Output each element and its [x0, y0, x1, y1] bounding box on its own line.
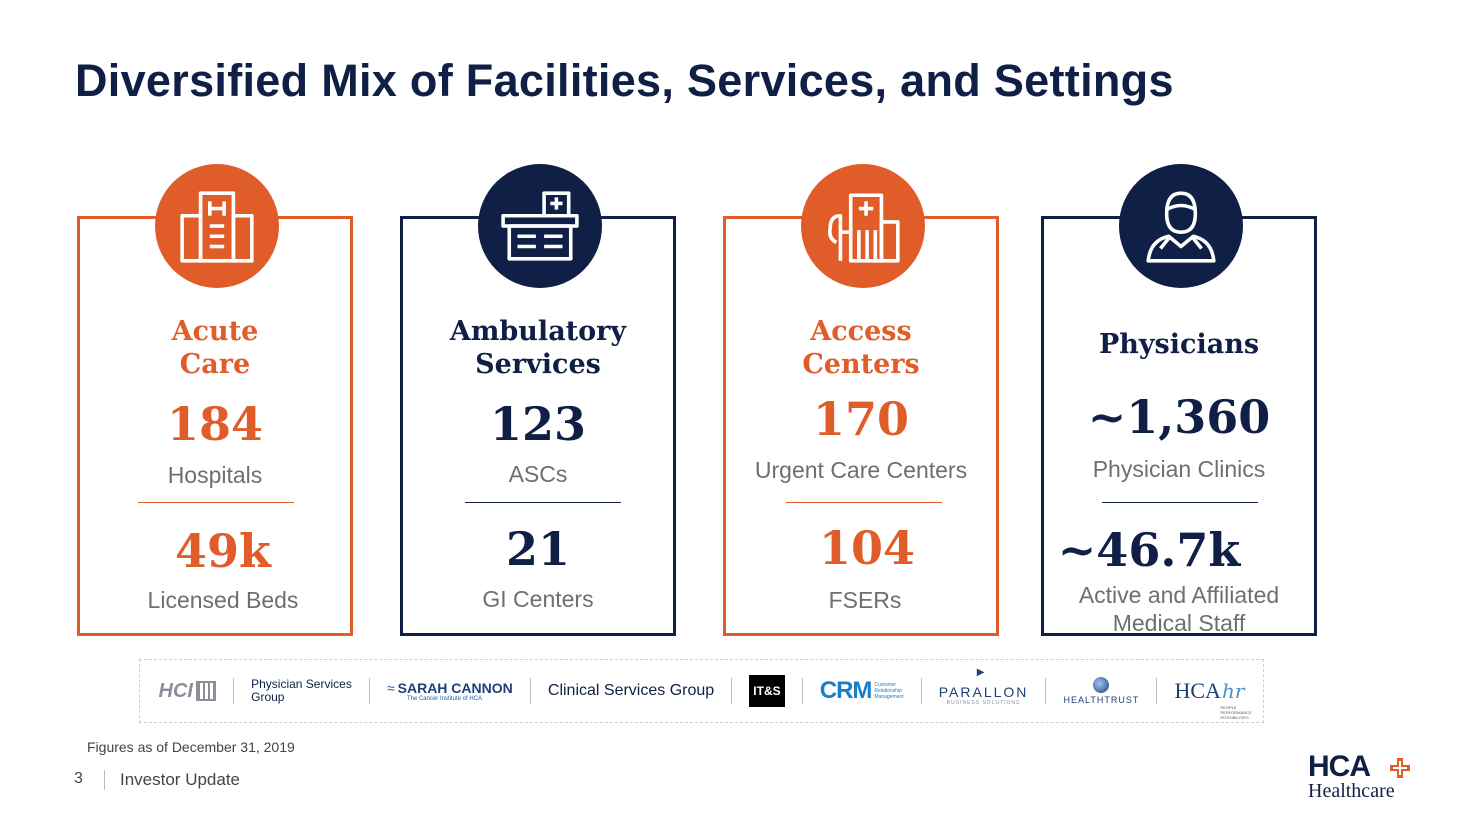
stat-value: 123	[489, 397, 587, 451]
sarah-cannon-logo: ≈ SARAH CANNON The Cancer Institute of H…	[386, 680, 513, 702]
divider	[801, 678, 803, 704]
divider	[138, 502, 294, 503]
page-title: Diversified Mix of Facilities, Services,…	[75, 55, 1174, 106]
sarah-cannon-mark-icon: ≈	[386, 680, 395, 696]
clinical-services-group-logo: Clinical Services Group	[547, 682, 715, 699]
stat-value: ~1,360	[1087, 390, 1271, 444]
access-centers-card: Access Centers 170 Urgent Care Centers 1…	[723, 216, 999, 636]
card-title: Physicians	[1098, 329, 1260, 360]
healthtrust-logo: HEALTHTRUST	[1064, 671, 1140, 711]
crm-logo: CRM Customer Relationship Management	[819, 677, 904, 704]
divider	[233, 678, 235, 704]
stat-value: 21	[505, 522, 570, 576]
divider	[920, 678, 922, 704]
affiliate-logo-strip: HCI Physician Services Group ≈ SARAH CAN…	[139, 659, 1264, 723]
divider	[731, 678, 733, 704]
card-title: Access Centers	[802, 316, 920, 380]
divider	[1045, 678, 1047, 704]
hospital-building-icon	[155, 164, 279, 288]
stat-value: ~46.7k	[1057, 523, 1241, 577]
hca-healthcare-logo: HCA Healthcare	[1308, 752, 1418, 802]
card-title: Ambulatory Services	[449, 316, 627, 380]
stat-label: Active and Affiliated Medical Staff	[1078, 582, 1280, 636]
stat-label: GI Centers	[482, 586, 594, 612]
stat-label: Physician Clinics	[1092, 456, 1266, 482]
divider	[786, 502, 942, 503]
hci-logo: HCI	[159, 671, 216, 711]
parallon-arrow-icon: ▶	[976, 667, 985, 678]
divider	[529, 678, 531, 704]
surgery-center-icon	[478, 164, 602, 288]
footer-label: Investor Update	[120, 770, 241, 789]
its-logo: IT&S	[749, 671, 785, 711]
stat-value: 170	[812, 392, 910, 446]
stat-label: Hospitals	[167, 462, 263, 488]
stat-label: FSERs	[828, 587, 902, 613]
stat-value: 184	[166, 397, 264, 451]
stat-label: ASCs	[508, 461, 568, 487]
divider	[368, 678, 370, 704]
stat-label: Urgent Care Centers	[754, 457, 968, 483]
stat-value: 49k	[175, 524, 271, 578]
hca-hr-logo: HCA hr PEOPLE PERFORMANCE POSSIBILITIES	[1174, 678, 1252, 720]
globe-icon	[1093, 677, 1110, 693]
hca-cross-icon	[1390, 758, 1410, 778]
page-number: 3	[74, 770, 83, 787]
physician-services-group-logo: Physician Services Group	[251, 677, 352, 704]
card-title: Acute Care	[171, 316, 259, 380]
physicians-card: Physicians ~1,360 Physician Clinics ~46.…	[1041, 216, 1317, 636]
footer-divider	[104, 770, 105, 790]
divider	[1102, 502, 1258, 503]
divider	[465, 502, 621, 503]
stat-label: Licensed Beds	[147, 587, 299, 613]
parallon-logo: ▶ PARALLON BUSINESS SOLUTIONS	[938, 667, 1029, 706]
footnote: Figures as of December 31, 2019	[87, 739, 295, 755]
clinic-building-icon	[801, 164, 925, 288]
hci-building-icon	[195, 681, 216, 701]
stat-value: 104	[818, 521, 916, 575]
physician-icon	[1119, 164, 1243, 288]
divider	[1156, 678, 1158, 704]
